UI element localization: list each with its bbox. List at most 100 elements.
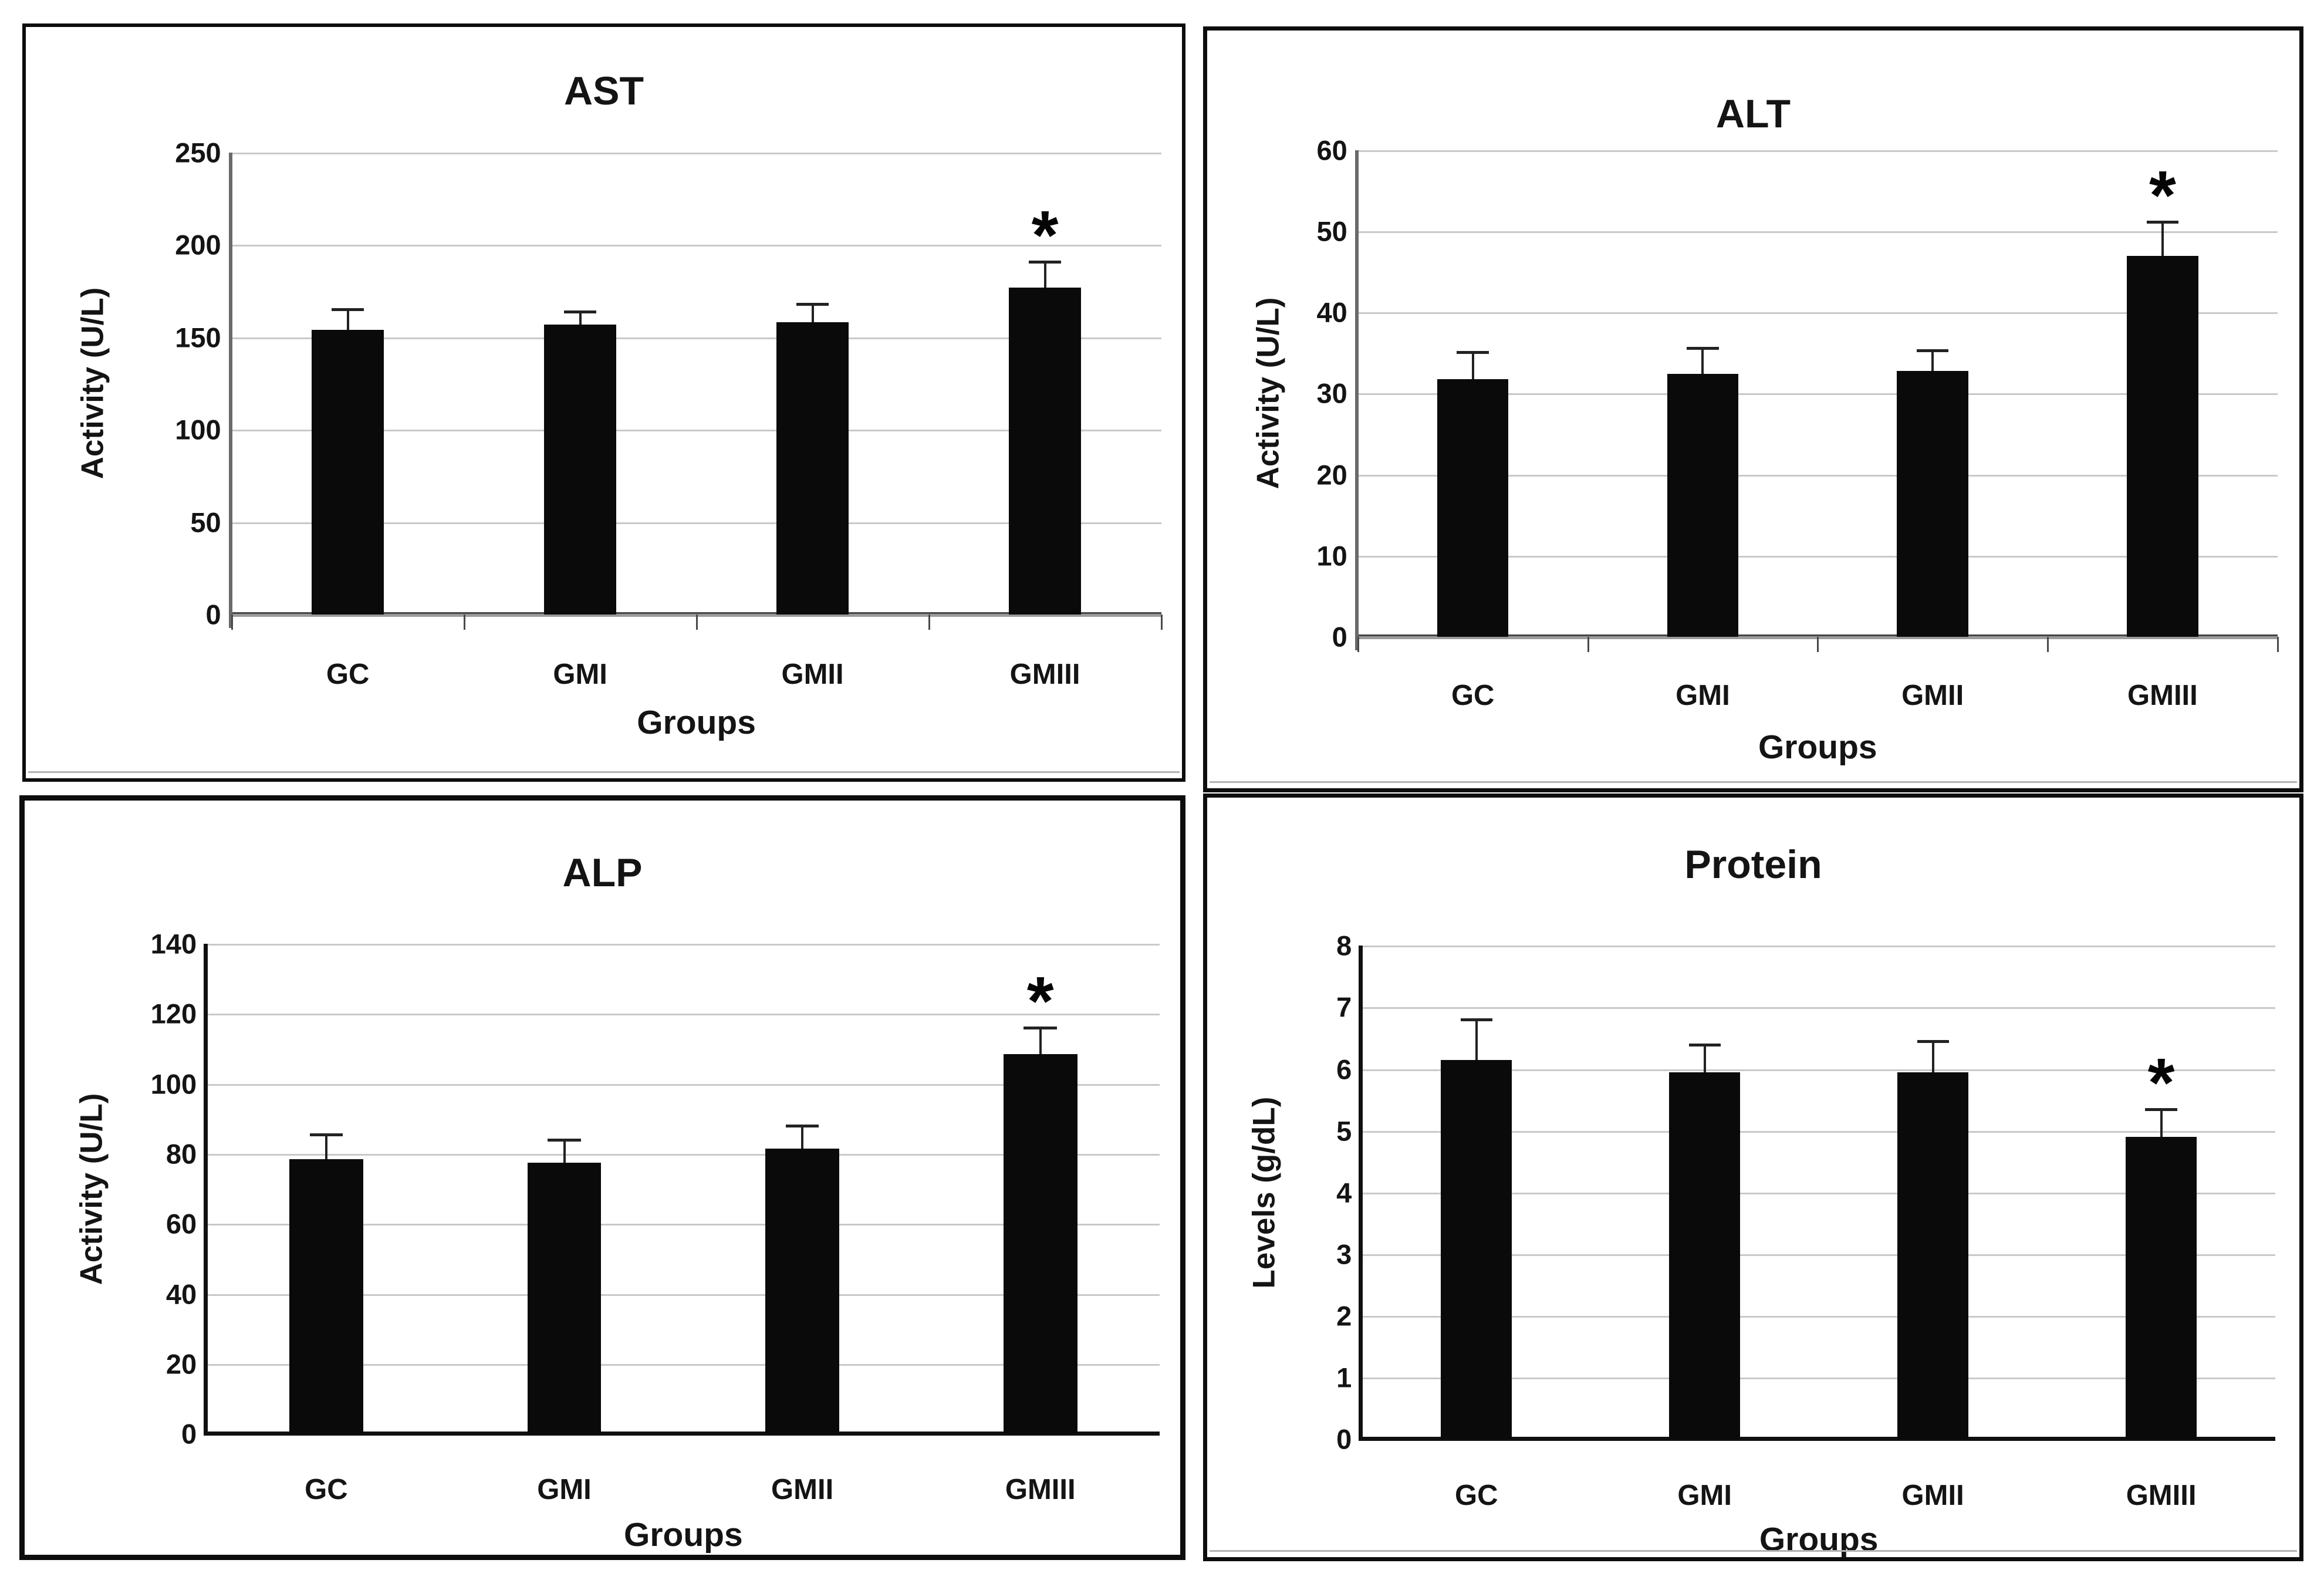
y-tick-label: 80 [165, 1138, 197, 1170]
error-bar-cap [563, 310, 597, 313]
bar-gc [289, 1159, 363, 1434]
error-bar [1043, 261, 1046, 288]
gridline [1357, 150, 2278, 152]
chart-panel-alt: ALT Activity (U/L) 0 10 20 30 40 50 60 GC GMI GMII *… [1203, 26, 2303, 792]
gridline [231, 430, 1161, 432]
gridline [231, 522, 1161, 524]
x-tick-mark [2047, 636, 2049, 652]
bar-gmi [1667, 374, 1739, 637]
gridline [1362, 1316, 2276, 1318]
gridline [1357, 393, 2278, 396]
y-axis-label: Activity (U/L) [74, 1093, 109, 1285]
x-tick-label: GMII [1901, 1479, 1964, 1511]
gridline [1362, 1254, 2276, 1257]
error-bar [1471, 352, 1474, 379]
x-tick-mark [928, 614, 930, 630]
error-bar [325, 1135, 327, 1160]
x-tick-mark [1587, 636, 1589, 652]
bar-gc [312, 330, 384, 615]
y-tick-label: 200 [175, 229, 221, 261]
gridline [231, 337, 1161, 339]
gridline [1362, 1130, 2276, 1133]
error-bar-cap [2146, 220, 2179, 224]
gridline [207, 1014, 1160, 1016]
y-tick-label: 40 [165, 1278, 197, 1310]
gridline [207, 1154, 1160, 1156]
y-tick-label: 2 [1336, 1300, 1352, 1332]
x-axis-label: Groups [1758, 728, 1877, 766]
y-tick-label: 150 [175, 322, 221, 353]
y-tick-label: 30 [1316, 377, 1347, 409]
panel-inner-edge-line [28, 771, 1180, 773]
significance-asterisk: * [1026, 963, 1054, 1041]
error-bar [2161, 221, 2164, 256]
gridline [1362, 946, 2276, 948]
gridline [1362, 1378, 2276, 1380]
bar-gc [1441, 1059, 1512, 1440]
y-tick-label: 7 [1336, 991, 1352, 1023]
chart-title: AST [564, 69, 644, 114]
bar-gmi [1669, 1072, 1740, 1440]
x-tick-label: GMI [1676, 680, 1730, 712]
error-bar [1931, 1041, 1934, 1072]
y-tick-label: 60 [165, 1208, 197, 1240]
bar-gmiii [1009, 287, 1081, 615]
y-tick-label: 120 [150, 998, 197, 1029]
error-bar-cap [796, 302, 829, 306]
y-tick-label: 100 [175, 414, 221, 445]
error-bar [579, 311, 582, 325]
x-tick-mark [695, 614, 698, 630]
y-tick-label: 0 [181, 1418, 197, 1450]
x-tick-mark [463, 614, 465, 630]
error-bar-cap [2145, 1108, 2177, 1111]
y-axis-line [1354, 150, 1359, 651]
x-tick-label: GMIII [2127, 680, 2198, 712]
panel-inner-edge-line [1210, 781, 2297, 783]
x-tick-label: GMII [771, 1474, 834, 1506]
chart-title: ALP [562, 850, 643, 895]
error-bar [1475, 1019, 1478, 1060]
gridline [1357, 231, 2278, 234]
x-tick-label: GMII [1901, 680, 1964, 712]
y-axis-line [204, 944, 208, 1436]
y-tick-label: 250 [175, 137, 221, 168]
error-bar-cap [785, 1125, 819, 1128]
y-axis-label: Activity (U/L) [75, 287, 110, 480]
error-bar-cap [309, 1133, 343, 1137]
y-axis-line [228, 152, 232, 628]
error-bar [1703, 1044, 1706, 1072]
x-tick-label: GC [1454, 1479, 1498, 1511]
gridline [1362, 1007, 2276, 1010]
error-bar [563, 1140, 566, 1163]
x-tick-mark [2276, 636, 2279, 652]
gridline [231, 245, 1161, 247]
error-bar-cap [1028, 260, 1062, 264]
gridline [1357, 555, 2278, 558]
x-tick-mark [231, 614, 233, 630]
y-tick-label: 3 [1336, 1238, 1352, 1270]
significance-asterisk: * [2149, 156, 2176, 234]
bar-gmi [527, 1163, 602, 1434]
y-axis-line [1359, 946, 1363, 1441]
y-tick-label: 20 [165, 1348, 197, 1380]
y-tick-label: 5 [1336, 1115, 1352, 1147]
error-bar [1931, 350, 1934, 371]
y-tick-label: 6 [1336, 1054, 1352, 1085]
error-bar [1701, 348, 1704, 374]
gridline [207, 944, 1160, 946]
gridline [1357, 312, 2278, 315]
bar-gc [1437, 379, 1509, 637]
x-tick-label: GMIII [1005, 1474, 1076, 1506]
error-bar [346, 309, 349, 330]
chart-title: Protein [1684, 842, 1822, 887]
y-tick-label: 50 [1316, 215, 1347, 247]
gridline [1357, 474, 2278, 477]
x-tick-label: GMI [553, 659, 607, 691]
chart-panel-ast: AST Activity (U/L) 0 50 100 150 200 250 GC GMI GMI… [22, 23, 1185, 782]
y-tick-label: 0 [1336, 1423, 1352, 1455]
y-tick-label: 1 [1336, 1362, 1352, 1393]
gridline [207, 1224, 1160, 1226]
gridline [231, 152, 1161, 154]
bar-gmi [544, 324, 616, 615]
y-tick-label: 0 [205, 599, 221, 630]
